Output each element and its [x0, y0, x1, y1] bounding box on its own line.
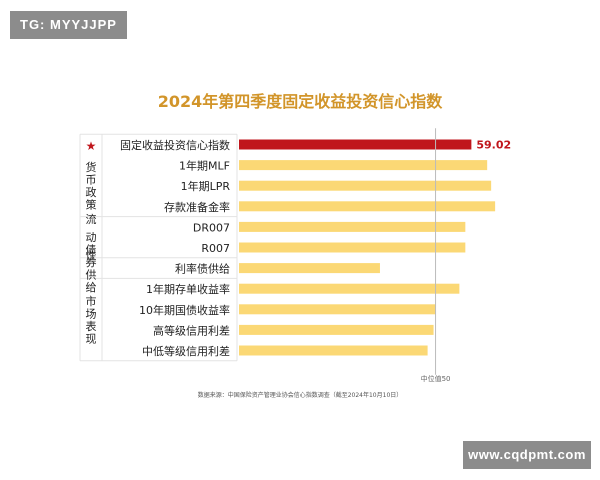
category-label: 存款准备金率: [164, 200, 230, 214]
bar: [239, 221, 466, 232]
bar: [239, 324, 434, 335]
category-label: 1年期存单收益率: [146, 282, 230, 296]
chart-title: 2024年第四季度固定收益投资信心指数: [158, 92, 444, 111]
group-label: 货币政策: [86, 160, 97, 212]
group-label: 债券供给: [86, 242, 97, 294]
category-label: 1年期LPR: [181, 179, 231, 193]
category-label: 1年期MLF: [179, 159, 230, 173]
bar: [239, 139, 472, 150]
bar: [239, 180, 492, 191]
category-label: 利率债供给: [175, 262, 230, 276]
category-label: 高等级信用利差: [153, 323, 230, 337]
chart-frame: [79, 133, 238, 362]
bar: [239, 242, 466, 253]
group-label: 市场表现: [86, 294, 97, 346]
watermark-top-left: TG: MYYJJPP: [10, 11, 127, 39]
category-label: 中低等级信用利差: [142, 344, 230, 358]
watermark-bottom-right: www.cqdpmt.com: [463, 441, 591, 469]
bar: [239, 304, 436, 315]
highlight-star-icon: ★: [86, 139, 97, 153]
category-label: 固定收益投资信心指数: [120, 138, 230, 152]
bars: [239, 139, 496, 356]
category-label: 10年期国债收益率: [139, 303, 230, 317]
category-label: DR007: [193, 221, 230, 234]
bar: [239, 160, 488, 171]
category-label: R007: [201, 242, 230, 255]
group-label: 流动性: [86, 212, 97, 262]
category-labels: 固定收益投资信心指数 1年期MLF 1年期LPR 存款准备金率 DR007 R007 利率债…: [120, 138, 230, 358]
source-note: 数据来源：中国保险资产管理业协会信心指数调查（截至2024年10月10日）: [198, 391, 403, 399]
reference-label: 中位值50: [421, 374, 451, 383]
bar: [239, 263, 380, 274]
highlight-value-label: 59.02: [476, 139, 511, 152]
bar: [239, 201, 496, 212]
bar: [239, 283, 460, 294]
bar: [239, 345, 428, 356]
